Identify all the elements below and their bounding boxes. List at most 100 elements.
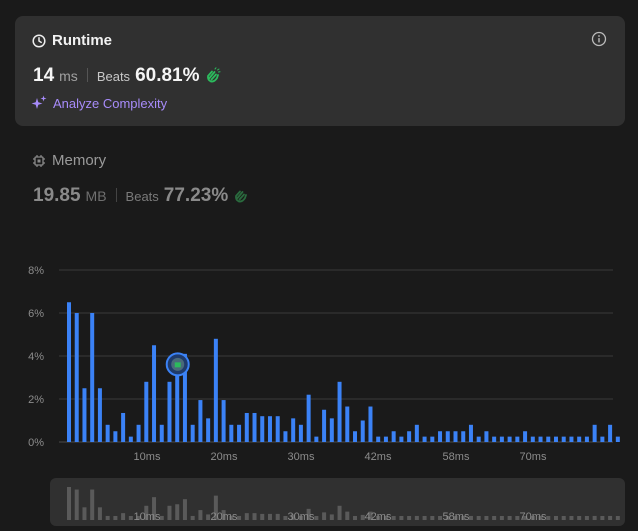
bar[interactable] xyxy=(113,431,118,442)
bar[interactable] xyxy=(368,406,373,442)
bar[interactable] xyxy=(267,416,272,442)
bar[interactable] xyxy=(461,431,466,442)
mini-bar xyxy=(322,512,327,520)
y-tick-label: 6% xyxy=(28,308,44,320)
bar[interactable] xyxy=(553,436,558,442)
bar[interactable] xyxy=(90,313,95,442)
bar[interactable] xyxy=(329,418,334,442)
bar[interactable] xyxy=(584,436,589,442)
bar[interactable] xyxy=(244,412,249,442)
bar[interactable] xyxy=(237,424,242,442)
bar[interactable] xyxy=(82,388,87,442)
bar[interactable] xyxy=(376,436,381,442)
memory-stats: 19.85 MB Beats 77.23% xyxy=(33,185,249,207)
bar[interactable] xyxy=(213,338,218,442)
memory-section[interactable]: Memory 19.85 MB Beats 77.23% xyxy=(32,152,248,206)
bar[interactable] xyxy=(345,406,350,442)
bar[interactable] xyxy=(260,416,265,442)
bar[interactable] xyxy=(74,313,79,442)
bar[interactable] xyxy=(438,431,443,442)
bar[interactable] xyxy=(538,436,543,442)
bar[interactable] xyxy=(322,409,327,442)
bar[interactable] xyxy=(492,436,497,442)
bar[interactable] xyxy=(577,436,582,442)
bar[interactable] xyxy=(167,381,172,442)
bar[interactable] xyxy=(206,418,211,442)
runtime-value: 14 xyxy=(33,65,55,86)
bar[interactable] xyxy=(221,400,226,442)
mini-bar xyxy=(298,515,303,520)
bar[interactable] xyxy=(569,436,574,442)
bar[interactable] xyxy=(445,431,450,442)
bar[interactable] xyxy=(391,431,396,442)
bar[interactable] xyxy=(182,353,187,442)
bar[interactable] xyxy=(499,436,504,442)
bar[interactable] xyxy=(383,436,388,442)
bar[interactable] xyxy=(530,436,535,442)
mini-bar xyxy=(468,515,473,520)
mini-x-tick-label: 10ms xyxy=(134,511,161,523)
mini-bar xyxy=(546,516,551,520)
bar[interactable] xyxy=(298,424,303,442)
bar[interactable] xyxy=(136,424,141,442)
bar[interactable] xyxy=(561,436,566,442)
bar[interactable] xyxy=(252,412,257,442)
bar[interactable] xyxy=(97,388,102,442)
bar[interactable] xyxy=(291,418,296,442)
info-icon[interactable] xyxy=(591,31,607,47)
mini-bar xyxy=(314,516,319,520)
bar[interactable] xyxy=(159,424,164,442)
mini-bar xyxy=(206,514,211,520)
bar[interactable] xyxy=(105,424,110,442)
bar[interactable] xyxy=(546,436,551,442)
bar[interactable] xyxy=(144,381,149,442)
clap-icon xyxy=(206,67,221,83)
bar[interactable] xyxy=(306,394,311,442)
bar[interactable] xyxy=(600,436,605,442)
bar[interactable] xyxy=(608,424,613,442)
bar[interactable] xyxy=(175,375,180,442)
bar[interactable] xyxy=(337,381,342,442)
bar[interactable] xyxy=(476,436,481,442)
bar[interactable] xyxy=(615,436,620,442)
bar[interactable] xyxy=(360,420,365,443)
mini-bar xyxy=(592,515,597,520)
bar[interactable] xyxy=(468,424,473,442)
mini-bar xyxy=(267,513,272,520)
bar[interactable] xyxy=(353,431,358,442)
bar[interactable] xyxy=(430,436,435,442)
mini-bar xyxy=(291,514,296,520)
bar[interactable] xyxy=(67,302,71,442)
bar[interactable] xyxy=(128,436,133,442)
chart-overview-scrollbar[interactable]: 10ms 20ms 30ms 42ms 58ms 70ms xyxy=(50,478,625,526)
bar[interactable] xyxy=(275,416,280,442)
x-tick-label: 70ms xyxy=(520,451,547,463)
bar[interactable] xyxy=(422,436,427,442)
bar[interactable] xyxy=(399,436,404,442)
bar[interactable] xyxy=(523,431,528,442)
analyze-complexity-link[interactable]: Analyze Complexity xyxy=(31,95,167,111)
bar[interactable] xyxy=(414,424,419,442)
bar[interactable] xyxy=(190,424,195,442)
x-tick-label: 20ms xyxy=(211,451,238,463)
bar[interactable] xyxy=(121,412,126,442)
mini-bar xyxy=(237,515,242,520)
bar[interactable] xyxy=(198,400,203,442)
sparkle-icon xyxy=(31,95,47,109)
overview-minichart[interactable]: 10ms 20ms 30ms 42ms 58ms 70ms xyxy=(50,478,625,526)
mini-bar xyxy=(499,516,504,520)
bar[interactable] xyxy=(314,436,319,442)
mini-bar xyxy=(600,516,605,520)
bar[interactable] xyxy=(592,424,597,442)
bar[interactable] xyxy=(453,431,458,442)
mini-bar xyxy=(213,495,218,520)
y-tick-label: 2% xyxy=(28,394,44,406)
bar[interactable] xyxy=(152,345,157,442)
bar[interactable] xyxy=(484,431,489,442)
runtime-distribution-chart[interactable]: 0% 2% 4% 6% 8% 10ms 20ms 30ms 42ms 58ms 70ms xyxy=(0,255,638,470)
bar[interactable] xyxy=(407,431,412,442)
bar[interactable] xyxy=(229,424,234,442)
bar[interactable] xyxy=(507,436,512,442)
bar[interactable] xyxy=(515,436,520,442)
bar[interactable] xyxy=(283,431,288,442)
